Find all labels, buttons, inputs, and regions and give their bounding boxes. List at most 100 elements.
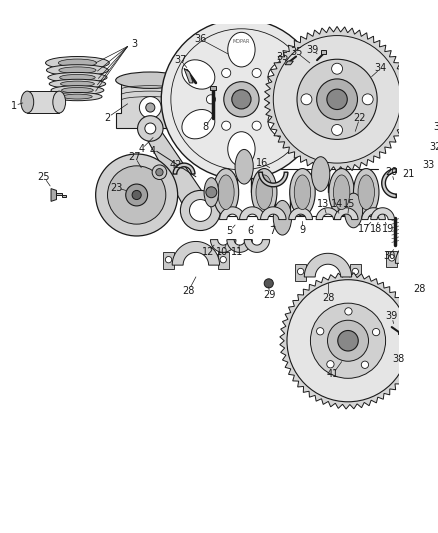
Ellipse shape [182,60,215,89]
Circle shape [156,168,163,176]
Text: 8: 8 [202,122,208,132]
Text: 32: 32 [433,122,438,132]
Circle shape [317,328,324,335]
Text: 15: 15 [343,199,355,209]
Circle shape [222,121,231,130]
Text: 42: 42 [170,160,182,170]
Ellipse shape [256,175,272,209]
Polygon shape [240,207,265,220]
Text: 39: 39 [385,311,398,321]
Circle shape [345,308,352,315]
Circle shape [287,280,409,402]
Polygon shape [398,331,403,334]
Polygon shape [280,272,417,409]
Text: 35: 35 [276,52,289,61]
Polygon shape [218,253,229,269]
Text: 41: 41 [326,369,339,379]
Text: 25: 25 [38,172,50,182]
Polygon shape [173,163,195,174]
Ellipse shape [268,109,301,139]
Polygon shape [423,141,438,167]
Text: MOPAR: MOPAR [233,39,250,44]
Polygon shape [396,240,438,263]
Text: 37: 37 [174,55,187,65]
Circle shape [180,190,220,230]
Circle shape [232,90,251,109]
Circle shape [327,89,347,109]
Text: 12: 12 [201,247,214,257]
Ellipse shape [294,175,311,209]
Text: 23: 23 [110,183,123,193]
Text: 36: 36 [194,34,207,44]
Text: 28: 28 [322,293,334,303]
Ellipse shape [228,132,255,166]
Circle shape [206,95,215,104]
Text: 34: 34 [374,63,387,74]
Circle shape [161,19,321,180]
Text: 1: 1 [11,101,17,111]
Circle shape [362,94,373,105]
Ellipse shape [63,94,92,99]
Ellipse shape [273,200,292,235]
Polygon shape [386,251,397,267]
Text: 28: 28 [413,284,425,294]
Text: 7: 7 [269,227,276,237]
Ellipse shape [311,157,330,191]
Ellipse shape [46,64,109,76]
Polygon shape [259,172,288,187]
Bar [178,64,387,145]
Circle shape [328,320,368,361]
Ellipse shape [329,168,354,216]
Polygon shape [219,207,245,220]
Ellipse shape [49,79,106,88]
Circle shape [372,328,380,336]
Circle shape [361,361,369,368]
Text: 16: 16 [256,158,268,168]
Circle shape [190,199,212,221]
Circle shape [206,187,217,198]
Polygon shape [402,175,413,197]
Text: 4: 4 [138,144,144,155]
Circle shape [338,330,358,351]
Text: 39: 39 [306,45,318,55]
Text: 19: 19 [382,224,394,233]
Polygon shape [289,208,312,220]
Polygon shape [321,50,326,54]
Circle shape [126,184,148,206]
Polygon shape [382,168,396,198]
Polygon shape [210,86,216,90]
Circle shape [264,279,273,288]
Ellipse shape [62,87,93,93]
Ellipse shape [344,193,363,228]
Text: 21: 21 [402,169,414,179]
Text: 32: 32 [429,142,438,152]
Text: 20: 20 [385,167,398,177]
Circle shape [267,95,276,104]
Ellipse shape [218,175,234,209]
Text: 30: 30 [383,251,395,261]
Ellipse shape [59,67,96,74]
Circle shape [352,268,358,274]
Polygon shape [227,240,252,252]
Circle shape [297,59,377,140]
Text: 22: 22 [353,112,366,123]
Circle shape [139,96,161,118]
Circle shape [152,165,167,180]
Polygon shape [261,207,286,220]
Ellipse shape [204,177,219,207]
Ellipse shape [268,60,301,89]
Circle shape [327,361,334,368]
Ellipse shape [333,175,350,209]
Text: 9: 9 [300,224,306,235]
Text: 14: 14 [331,199,343,209]
Circle shape [389,255,395,261]
Text: 33: 33 [422,160,434,170]
Circle shape [252,121,261,130]
Polygon shape [316,208,340,220]
Text: 13: 13 [317,199,329,209]
Circle shape [222,68,231,77]
Polygon shape [405,350,410,353]
Ellipse shape [353,168,379,216]
Circle shape [146,103,155,112]
Polygon shape [304,253,352,277]
